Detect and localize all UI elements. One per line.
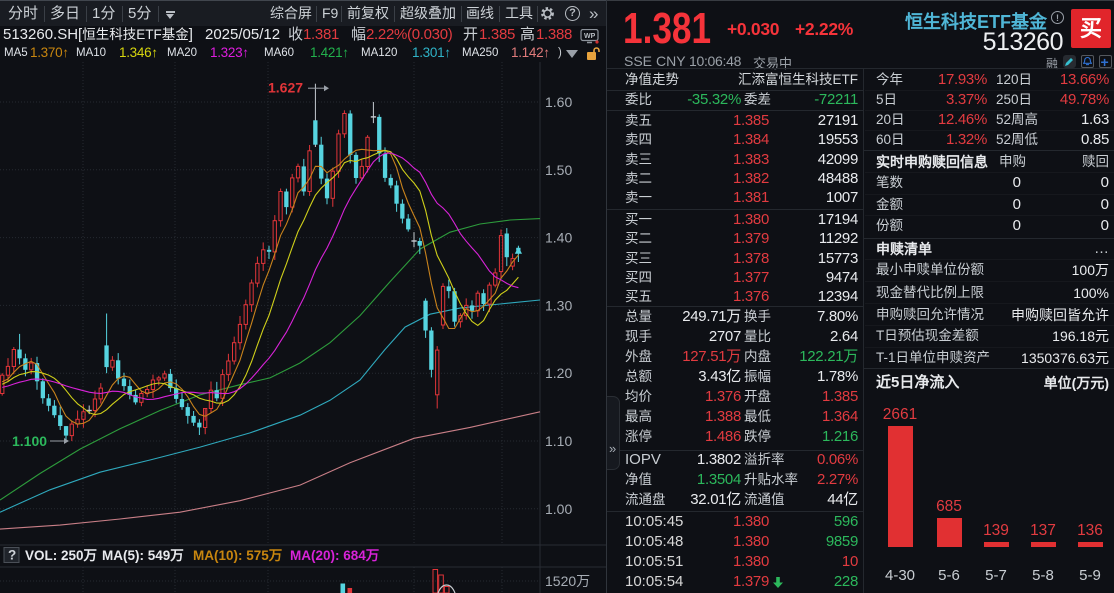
svg-text:1.30: 1.30 [545,297,572,313]
svg-text:1.10: 1.10 [545,433,572,449]
svg-text:MA(10): 575万: MA(10): 575万 [193,548,282,563]
svg-text:1.40: 1.40 [545,230,572,246]
svg-text:WP: WP [584,33,596,40]
svg-text:?: ? [8,548,16,563]
svg-text:1520万: 1520万 [545,573,590,589]
svg-text:1.50: 1.50 [545,162,572,178]
svg-text:VOL: 250万: VOL: 250万 [25,548,97,563]
svg-text:1.100: 1.100 [12,433,47,449]
svg-text:1.60: 1.60 [545,94,572,110]
svg-text:1.00: 1.00 [545,501,572,517]
svg-text:1.20: 1.20 [545,365,572,381]
svg-text:MA(20): 684万: MA(20): 684万 [290,548,379,563]
svg-text:1.627: 1.627 [268,80,303,96]
svg-text:MA(5): 549万: MA(5): 549万 [102,548,184,563]
